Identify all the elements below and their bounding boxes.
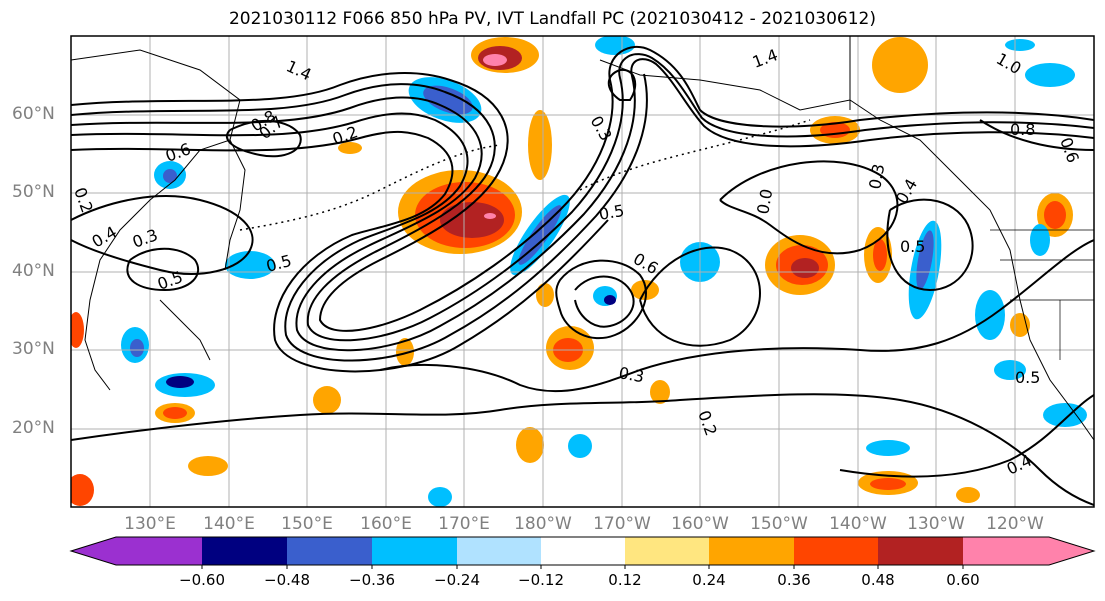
shade-cold <box>568 434 592 458</box>
colorbar-tick-label: 0.48 <box>861 571 895 589</box>
pv-contours <box>71 45 1094 506</box>
colorbar-tick-label: −0.48 <box>264 571 310 589</box>
lat-label: 60°N <box>12 104 55 124</box>
shade-warm <box>956 487 980 503</box>
contour-label: 0.5 <box>1015 368 1040 387</box>
lon-label: 150°W <box>750 514 808 534</box>
shade-warm <box>484 213 496 219</box>
shade-warm <box>338 142 362 154</box>
lat-label: 30°N <box>12 339 55 359</box>
colorbar-tick-label: 0.36 <box>777 571 811 589</box>
colorbar-tick-label: −0.60 <box>179 571 225 589</box>
lon-label: 140°E <box>203 514 255 534</box>
shade-cold <box>423 85 473 115</box>
lon-label: 170°W <box>593 514 651 534</box>
lon-label: 150°E <box>281 514 333 534</box>
shade-warm <box>71 474 94 506</box>
shade-cold <box>595 36 635 55</box>
colorbar <box>69 536 1096 569</box>
shade-cold <box>1030 224 1050 256</box>
shaded-anomalies <box>71 36 1087 507</box>
lat-label: 40°N <box>12 261 55 281</box>
colorbar-tick-label: −0.36 <box>349 571 395 589</box>
contour-label: 0.0 <box>753 187 776 215</box>
shade-warm <box>791 258 819 278</box>
colorbar-segment <box>794 537 878 565</box>
shade-cold <box>994 360 1026 380</box>
colorbar-segment <box>457 537 541 565</box>
colorbar-segment <box>878 537 963 565</box>
shade-cold <box>975 290 1005 340</box>
colorbar-segment <box>625 537 709 565</box>
shade-cold <box>604 295 616 305</box>
contour-label: 0.3 <box>865 162 888 190</box>
lon-label: 130°E <box>124 514 176 534</box>
colorbar-tick-label: 0.60 <box>946 571 980 589</box>
shade-warm <box>483 54 507 66</box>
lon-label: 120°W <box>986 514 1044 534</box>
colorbar-segment <box>372 537 457 565</box>
colorbar-tick-label: −0.12 <box>518 571 564 589</box>
colorbar-extend-high <box>1049 537 1094 565</box>
shade-cold <box>916 230 934 290</box>
shade-warm <box>440 202 504 238</box>
shade-cold <box>166 376 194 388</box>
shade-warm <box>396 338 414 366</box>
shade-warm <box>71 312 84 348</box>
colorbar-segment <box>202 537 287 565</box>
shade-warm <box>163 407 187 419</box>
contour-label: 0.5 <box>597 201 625 224</box>
lon-label: 160°E <box>360 514 412 534</box>
shade-warm <box>1044 201 1066 229</box>
shade-warm <box>188 456 228 476</box>
shade-warm <box>536 283 554 307</box>
shade-warm <box>516 427 544 463</box>
lon-label: 130°W <box>907 514 965 534</box>
colorbar-segment <box>709 537 794 565</box>
shade-cold <box>428 487 452 507</box>
colorbar-segment <box>287 537 372 565</box>
contour-label: 0.8 <box>1010 120 1035 139</box>
colorbar-extend-low <box>71 537 116 565</box>
coastlines <box>71 36 1094 441</box>
colorbar-tick-label: 0.12 <box>608 571 642 589</box>
lon-label: 170°E <box>438 514 490 534</box>
contour-label: 0.3 <box>617 363 645 386</box>
shade-cold <box>130 339 144 357</box>
lat-label: 50°N <box>12 182 55 202</box>
shade-warm <box>873 239 887 271</box>
shade-cold <box>866 440 910 456</box>
shade-warm <box>528 110 552 180</box>
lat-label: 20°N <box>12 418 55 438</box>
pv-contour-dashed <box>239 119 811 231</box>
map-title: 2021030112 F066 850 hPa PV, IVT Landfall… <box>228 9 876 29</box>
shade-cold <box>1005 39 1035 51</box>
lon-label: 180°W <box>514 514 572 534</box>
shade-warm <box>872 37 928 93</box>
shade-warm <box>650 380 670 404</box>
map-frame <box>70 35 1095 508</box>
shade-warm <box>1010 313 1030 337</box>
shade-cold <box>1025 63 1075 87</box>
shade-warm <box>870 478 906 490</box>
colorbar-segment <box>963 537 1049 565</box>
colorbar-segment <box>541 537 625 565</box>
graticule <box>71 36 1094 507</box>
colorbar-tick-label: 0.24 <box>692 571 726 589</box>
lon-label: 160°W <box>671 514 729 534</box>
colorbar-tick-label: −0.24 <box>434 571 480 589</box>
shade-warm <box>313 386 341 414</box>
lon-label: 140°W <box>829 514 887 534</box>
contour-label: 0.5 <box>900 237 925 256</box>
colorbar-segment <box>116 537 202 565</box>
shade-cold <box>163 169 177 183</box>
